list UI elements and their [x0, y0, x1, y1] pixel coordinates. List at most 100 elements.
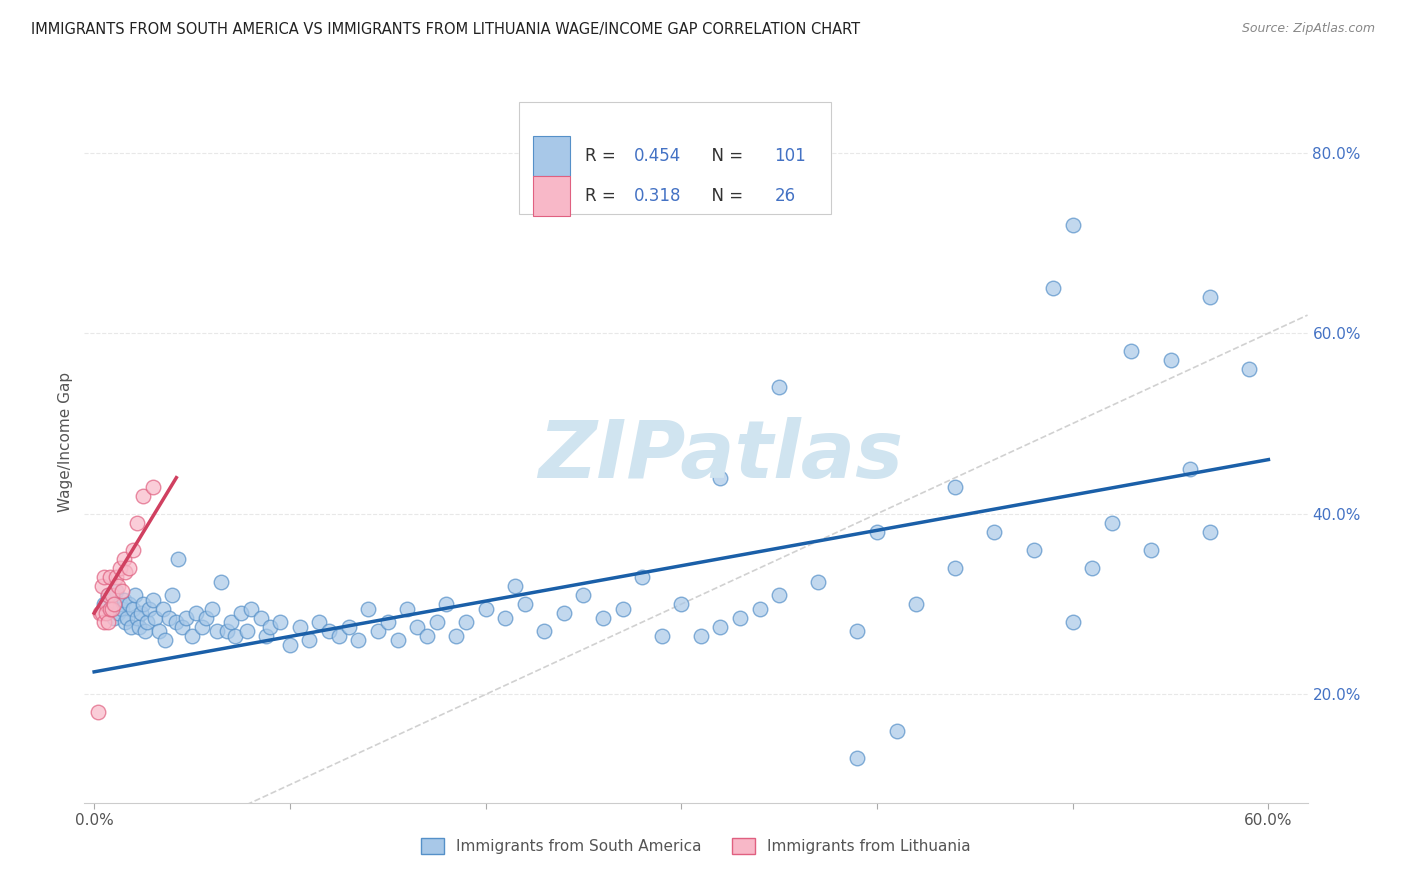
Point: [91, 579, 114, 593]
Point: [357, 601, 380, 615]
Point: [1042, 281, 1064, 295]
Point: [1198, 524, 1220, 539]
Point: [337, 620, 360, 634]
Point: [181, 629, 204, 643]
Bar: [533, 176, 569, 216]
Point: [249, 610, 271, 624]
Text: 0.454: 0.454: [634, 147, 681, 165]
Point: [454, 615, 477, 630]
Point: [128, 620, 150, 634]
Point: [1101, 516, 1123, 530]
Point: [93, 615, 115, 630]
Point: [689, 629, 711, 643]
Point: [112, 592, 135, 607]
Point: [122, 601, 145, 615]
Bar: [533, 136, 569, 176]
Text: ZIPatlas: ZIPatlas: [538, 417, 903, 495]
Point: [748, 601, 770, 615]
Point: [503, 579, 526, 593]
Point: [905, 597, 928, 611]
Text: 26: 26: [775, 187, 796, 205]
Point: [194, 610, 217, 624]
Point: [127, 610, 149, 624]
Point: [114, 566, 136, 580]
Point: [1121, 344, 1143, 359]
Point: [94, 606, 117, 620]
Point: [120, 620, 142, 634]
Point: [97, 588, 120, 602]
Point: [709, 620, 731, 634]
Point: [436, 597, 458, 611]
Point: [943, 561, 966, 575]
Point: [426, 615, 449, 630]
Point: [259, 620, 281, 634]
Point: [157, 610, 180, 624]
Point: [142, 480, 165, 494]
Point: [184, 606, 207, 620]
Point: [114, 615, 136, 630]
Point: [142, 592, 165, 607]
Point: [110, 601, 132, 615]
Point: [1140, 542, 1163, 557]
Point: [651, 629, 673, 643]
Point: [1178, 461, 1201, 475]
Point: [110, 583, 132, 598]
Point: [93, 570, 115, 584]
Point: [269, 615, 291, 630]
Point: [494, 610, 516, 624]
Point: [219, 615, 242, 630]
Point: [87, 706, 110, 720]
Point: [172, 620, 194, 634]
Point: [553, 606, 575, 620]
Point: [132, 597, 155, 611]
Point: [387, 633, 409, 648]
Point: [229, 606, 252, 620]
Point: [367, 624, 389, 639]
Point: [107, 579, 129, 593]
Point: [886, 723, 908, 738]
Point: [217, 624, 239, 639]
Point: [572, 588, 595, 602]
Point: [631, 570, 654, 584]
Point: [298, 633, 321, 648]
Point: [93, 597, 115, 611]
Point: [108, 597, 131, 611]
Point: [728, 610, 751, 624]
Point: [768, 588, 790, 602]
Point: [100, 601, 122, 615]
Point: [104, 583, 127, 598]
Point: [474, 601, 496, 615]
Point: [152, 601, 174, 615]
Point: [97, 588, 120, 602]
Point: [127, 516, 149, 530]
Point: [943, 480, 966, 494]
Point: [136, 615, 159, 630]
Point: [118, 597, 141, 611]
Point: [1198, 290, 1220, 304]
Point: [377, 615, 399, 630]
Point: [416, 629, 439, 643]
Point: [132, 489, 155, 503]
Point: [406, 620, 429, 634]
Point: [209, 574, 232, 589]
Point: [709, 471, 731, 485]
Point: [117, 610, 139, 624]
Point: [846, 624, 869, 639]
Text: 101: 101: [775, 147, 806, 165]
Point: [807, 574, 830, 589]
Point: [396, 601, 419, 615]
Point: [318, 624, 340, 639]
Point: [866, 524, 889, 539]
Point: [236, 624, 259, 639]
Point: [134, 624, 156, 639]
Point: [207, 624, 229, 639]
Point: [328, 629, 350, 643]
Legend: Immigrants from South America, Immigrants from Lithuania: Immigrants from South America, Immigrant…: [415, 832, 977, 860]
Point: [118, 561, 141, 575]
Point: [148, 624, 170, 639]
Point: [278, 638, 301, 652]
Point: [1022, 542, 1045, 557]
Point: [239, 601, 262, 615]
Point: [98, 570, 121, 584]
Point: [288, 620, 311, 634]
